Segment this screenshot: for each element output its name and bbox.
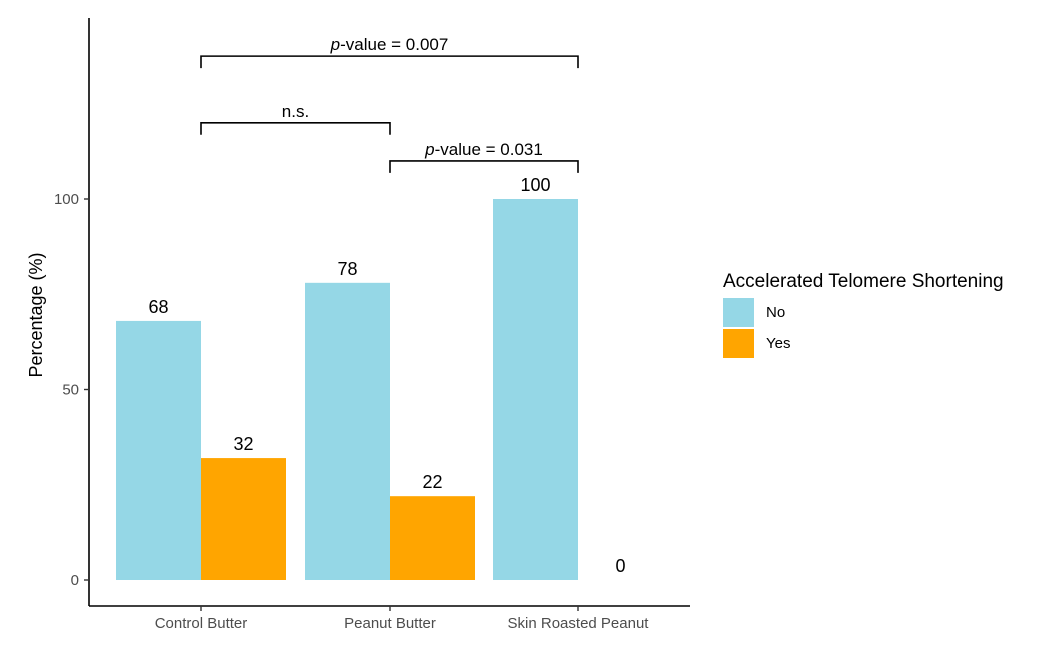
data-label: 100	[520, 175, 550, 195]
x-tick-label: Skin Roasted Peanut	[508, 615, 650, 632]
legend-title: Accelerated Telomere Shortening	[723, 271, 1004, 292]
significance-bracket	[200, 55, 579, 69]
legend-label-no: No	[766, 304, 785, 321]
bar-yes	[390, 496, 475, 580]
legend: Accelerated Telomere Shortening No Yes	[723, 271, 1004, 358]
bar-yes	[201, 458, 286, 580]
data-labels-group: 68 78 100 32 22 0	[148, 175, 625, 576]
data-label: 0	[615, 556, 625, 576]
legend-key-no	[723, 298, 754, 327]
legend-key-yes	[723, 329, 754, 358]
x-tick-label: Control Butter	[155, 615, 248, 632]
bars-group	[116, 199, 578, 580]
y-axis-title: Percentage (%)	[26, 252, 46, 377]
y-ticks-group: 0 50 100	[54, 191, 89, 589]
bar-no	[493, 199, 578, 580]
x-ticks-group: Control Butter Peanut Butter Skin Roasted …	[155, 606, 650, 632]
data-label: 68	[148, 297, 168, 317]
significance-bracket	[389, 160, 579, 173]
bar-no	[305, 282, 390, 580]
legend-label-yes: Yes	[766, 335, 790, 352]
data-label: 78	[337, 259, 357, 279]
y-tick-label: 50	[62, 382, 79, 399]
significance-brackets: p-value = 0.007 n.s. p-value = 0.031	[200, 35, 579, 173]
significance-label: p-value = 0.007	[330, 35, 449, 54]
significance-label: p-value = 0.031	[424, 140, 543, 159]
x-tick-label: Peanut Butter	[344, 615, 436, 632]
significance-label: n.s.	[282, 102, 309, 121]
data-label: 22	[422, 472, 442, 492]
y-tick-label: 0	[71, 572, 79, 589]
y-tick-label: 100	[54, 191, 79, 208]
data-label: 32	[233, 434, 253, 454]
bar-no	[116, 320, 201, 580]
significance-bracket	[200, 122, 391, 135]
legend-items: No Yes	[723, 298, 790, 358]
